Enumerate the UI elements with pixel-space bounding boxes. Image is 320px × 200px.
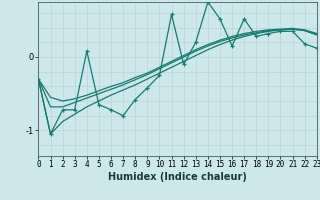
X-axis label: Humidex (Indice chaleur): Humidex (Indice chaleur): [108, 172, 247, 182]
